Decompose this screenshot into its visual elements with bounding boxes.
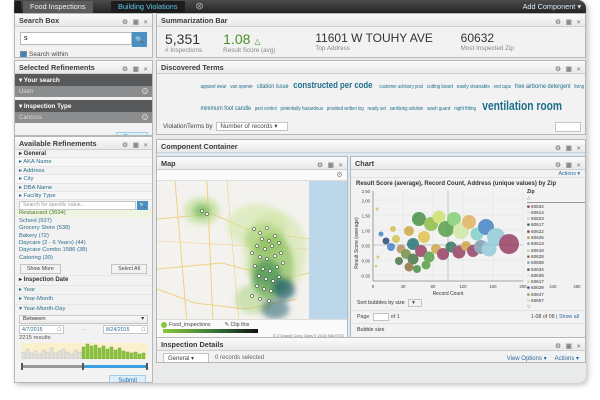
svg-text:160: 160 — [489, 284, 497, 289]
svg-text:1.00: 1.00 — [362, 229, 371, 234]
svg-text:120: 120 — [459, 284, 467, 289]
svg-text:2.50: 2.50 — [362, 189, 371, 194]
svg-text:2.00: 2.00 — [362, 199, 371, 204]
svg-text:0.50: 0.50 — [362, 244, 371, 249]
svg-text:80: 80 — [431, 284, 436, 289]
svg-text:0.00: 0.00 — [362, 259, 371, 264]
svg-text:-0.50: -0.50 — [360, 274, 370, 279]
svg-text:0: 0 — [372, 284, 375, 289]
svg-text:Result Score (average): Result Score (average) — [354, 217, 360, 269]
svg-text:40: 40 — [401, 284, 406, 289]
svg-text:1.50: 1.50 — [362, 214, 371, 219]
svg-text:Record Count: Record Count — [433, 291, 464, 297]
